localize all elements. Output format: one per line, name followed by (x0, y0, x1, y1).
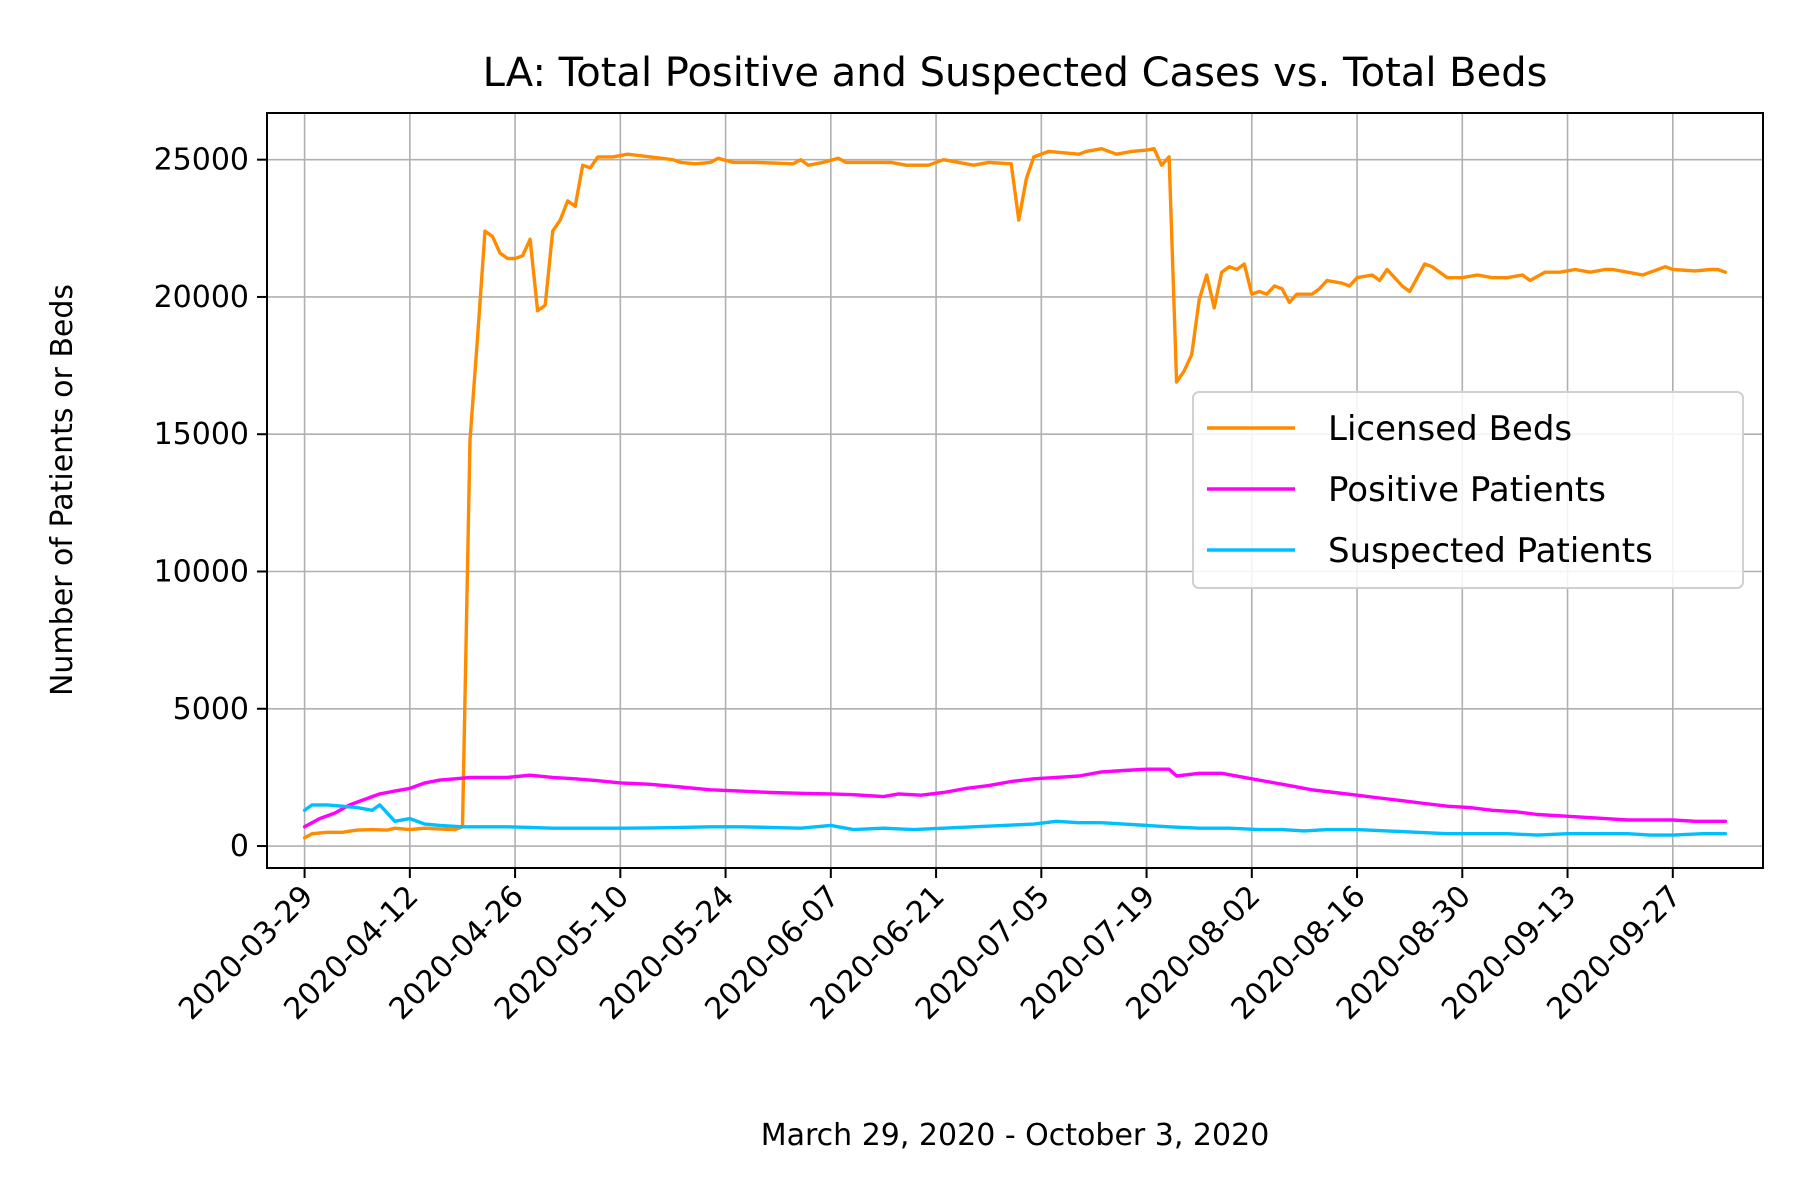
chart-title: LA: Total Positive and Suspected Cases v… (483, 50, 1548, 96)
series-line-positive-patients (302, 767, 1728, 829)
x-axis-label: March 29, 2020 - October 3, 2020 (761, 1118, 1270, 1153)
series-line-licensed-beds (302, 146, 1728, 840)
y-tick-label: 5000 (173, 692, 249, 727)
y-tick-label: 20000 (154, 280, 249, 315)
legend-box (1192, 391, 1744, 589)
legend-label-licensed-beds: Licensed Beds (1328, 409, 1572, 449)
series-line-suspected-patients (302, 803, 1728, 837)
y-tick-label: 15000 (154, 417, 249, 452)
y-tick-label: 10000 (154, 554, 249, 589)
legend-label-suspected-patients: Suspected Patients (1328, 531, 1653, 571)
y-axis-label: Number of Patients or Beds (45, 284, 80, 696)
y-tick-label: 25000 (154, 143, 249, 178)
y-tick-label: 0 (230, 829, 249, 864)
legend-label-positive-patients: Positive Patients (1328, 470, 1606, 510)
legend: Licensed Beds Positive Patients Suspected … (1192, 391, 1744, 589)
y-axis: 0 5000 10000 15000 20000 25000 (154, 143, 267, 864)
series-lines (302, 146, 1728, 840)
plot-area-frame (266, 112, 1764, 869)
